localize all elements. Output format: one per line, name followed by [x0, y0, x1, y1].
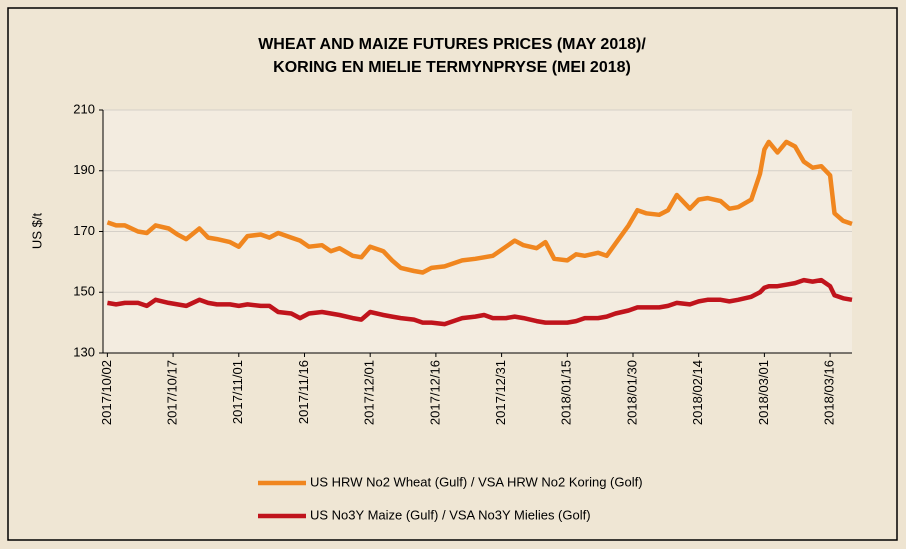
chart-title: WHEAT AND MAIZE FUTURES PRICES (MAY 2018…	[258, 36, 646, 53]
y-axis-label: US $/t	[29, 213, 44, 250]
chart-title: KORING EN MIELIE TERMYNPRYSE (MEI 2018)	[273, 59, 631, 76]
x-tick-label: 2017/12/31	[493, 360, 508, 425]
x-tick-label: 2017/12/01	[362, 360, 377, 425]
x-tick-label: 2018/03/16	[822, 360, 837, 425]
data-line	[106, 139, 853, 275]
y-tick-label: 170	[73, 223, 95, 238]
x-tick-label: 2017/10/02	[99, 360, 114, 425]
legend-label: US HRW No2 Wheat (Gulf) / VSA HRW No2 Ko…	[310, 474, 643, 489]
x-tick-label: 2017/10/17	[165, 360, 180, 425]
x-tick-label: 2017/11/01	[230, 360, 245, 424]
y-tick-label: 210	[73, 101, 95, 116]
y-tick-label: 150	[73, 284, 95, 299]
y-tick-label: 190	[73, 162, 95, 177]
y-tick-label: 130	[73, 344, 95, 359]
data-line	[107, 277, 853, 327]
x-tick-label: 2018/03/01	[756, 360, 771, 425]
x-tick-label: 2018/01/30	[624, 360, 639, 425]
x-tick-label: 2017/11/16	[296, 360, 311, 424]
x-tick-label: 2017/12/16	[427, 360, 442, 425]
legend-label: US No3Y Maize (Gulf) / VSA No3Y Mielies …	[310, 507, 591, 522]
x-tick-label: 2018/01/15	[559, 360, 574, 425]
x-tick-label: 2018/02/14	[690, 360, 705, 425]
